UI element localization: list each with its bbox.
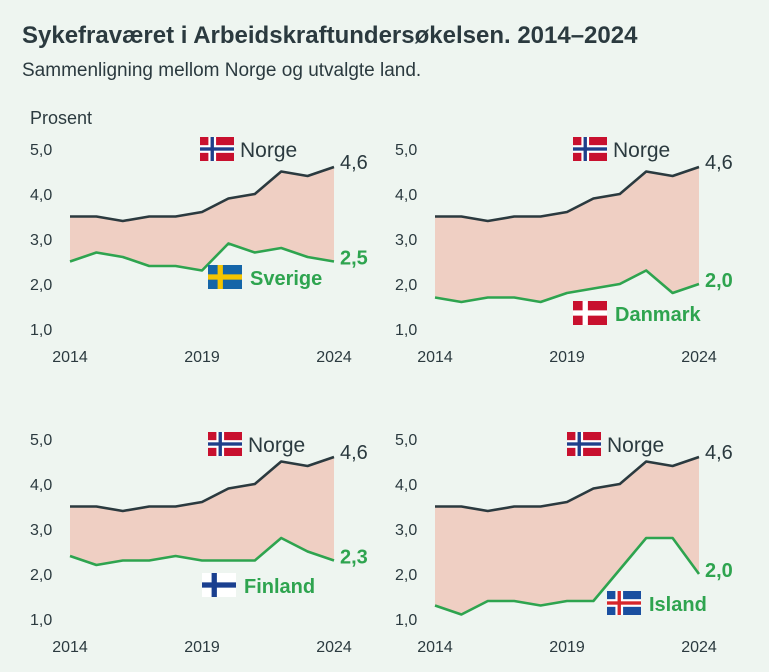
comparison-series-label: Danmark bbox=[615, 304, 701, 326]
comparison-line bbox=[434, 536, 701, 616]
norge-series-label: Norge bbox=[240, 139, 297, 162]
x-tick-label: 2024 bbox=[316, 639, 352, 656]
norge-series-label: Norge bbox=[607, 434, 664, 457]
x-tick-label: 2024 bbox=[681, 349, 717, 366]
norge-end-label: 4,6 bbox=[705, 152, 733, 174]
y-tick-label: 5,0 bbox=[395, 432, 417, 449]
x-tick-label: 2019 bbox=[184, 639, 220, 656]
y-tick-label: 5,0 bbox=[395, 142, 417, 159]
y-tick-label: 1,0 bbox=[30, 612, 52, 629]
y-tick-label: 2,0 bbox=[395, 567, 417, 584]
y-tick-label: 5,0 bbox=[30, 432, 52, 449]
norway-flag bbox=[208, 432, 242, 456]
difference-band bbox=[70, 167, 334, 271]
comparison-series-label: Sverige bbox=[250, 268, 322, 290]
sweden-flag bbox=[208, 265, 242, 289]
norge-line bbox=[70, 165, 335, 223]
panel-island: 1,0 2,0 3,0 4,0 5,0 2014 2019 2024 4,6 2,0 Norge Is… bbox=[395, 432, 733, 656]
panel-sverige: Prosent 1,0 2,0 3,0 4,0 5,0 2014 2019 2024 4,6 2,5… bbox=[30, 108, 368, 366]
x-tick-label: 2019 bbox=[184, 349, 220, 366]
x-tick-label: 2024 bbox=[316, 349, 352, 366]
norway-flag bbox=[567, 432, 601, 456]
chart-title: Sykefraværet i Arbeidskraftundersøkelsen… bbox=[22, 22, 638, 49]
comparison-end-label: 2,5 bbox=[340, 248, 368, 270]
y-axis-title: Prosent bbox=[30, 108, 92, 128]
norway-flag bbox=[573, 137, 607, 161]
y-tick-label: 1,0 bbox=[395, 322, 417, 339]
difference-band bbox=[435, 167, 699, 302]
denmark-flag bbox=[573, 301, 607, 325]
x-tick-label: 2014 bbox=[417, 639, 453, 656]
y-tick-label: 2,0 bbox=[30, 567, 52, 584]
comparison-end-label: 2,3 bbox=[340, 547, 368, 569]
x-tick-label: 2019 bbox=[549, 349, 585, 366]
norge-end-label: 4,6 bbox=[705, 442, 733, 464]
y-tick-label: 5,0 bbox=[30, 142, 52, 159]
comparison-end-label: 2,0 bbox=[705, 560, 733, 582]
iceland-flag bbox=[607, 591, 641, 615]
difference-band bbox=[70, 457, 334, 565]
x-tick-label: 2014 bbox=[52, 639, 88, 656]
y-tick-label: 2,0 bbox=[30, 277, 52, 294]
difference-band bbox=[435, 457, 699, 615]
norge-line bbox=[70, 455, 335, 513]
y-tick-label: 3,0 bbox=[30, 522, 52, 539]
comparison-series-label: Finland bbox=[244, 576, 315, 598]
chart-subtitle: Sammenligning mellom Norge og utvalgte l… bbox=[22, 60, 422, 81]
y-tick-label: 3,0 bbox=[30, 232, 52, 249]
y-tick-label: 4,0 bbox=[30, 477, 52, 494]
norway-flag bbox=[200, 137, 234, 161]
y-tick-label: 2,0 bbox=[395, 277, 417, 294]
comparison-line bbox=[434, 269, 700, 304]
panel-finland: 1,0 2,0 3,0 4,0 5,0 2014 2019 2024 4,6 2,3 Norge Fi… bbox=[30, 432, 368, 656]
y-tick-label: 4,0 bbox=[395, 187, 417, 204]
norge-series-label: Norge bbox=[613, 139, 670, 162]
x-tick-label: 2014 bbox=[52, 349, 88, 366]
comparison-line bbox=[69, 536, 335, 567]
x-tick-label: 2014 bbox=[417, 349, 453, 366]
norge-line bbox=[435, 455, 700, 513]
y-tick-label: 1,0 bbox=[30, 322, 52, 339]
y-tick-label: 4,0 bbox=[30, 187, 52, 204]
x-tick-label: 2019 bbox=[549, 639, 585, 656]
norge-line bbox=[435, 165, 700, 223]
comparison-line bbox=[69, 242, 335, 272]
norge-end-label: 4,6 bbox=[340, 442, 368, 464]
norge-series-label: Norge bbox=[248, 434, 305, 457]
panel-danmark: 1,0 2,0 3,0 4,0 5,0 2014 2019 2024 4,6 2,0 Norge Da… bbox=[395, 137, 733, 366]
y-tick-label: 3,0 bbox=[395, 522, 417, 539]
y-tick-label: 3,0 bbox=[395, 232, 417, 249]
y-tick-label: 4,0 bbox=[395, 477, 417, 494]
x-tick-label: 2024 bbox=[681, 639, 717, 656]
y-tick-label: 1,0 bbox=[395, 612, 417, 629]
norge-end-label: 4,6 bbox=[340, 152, 368, 174]
comparison-end-label: 2,0 bbox=[705, 270, 733, 292]
finland-flag bbox=[202, 573, 236, 597]
comparison-series-label: Island bbox=[649, 594, 707, 616]
